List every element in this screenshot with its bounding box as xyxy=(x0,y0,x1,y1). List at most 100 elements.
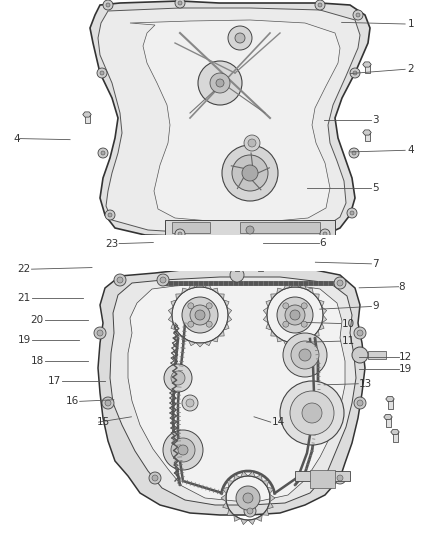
Circle shape xyxy=(164,364,192,392)
Bar xyxy=(0,235,438,271)
Polygon shape xyxy=(255,474,262,481)
Text: 21: 21 xyxy=(18,294,31,303)
Polygon shape xyxy=(128,283,345,501)
Circle shape xyxy=(108,213,112,217)
Circle shape xyxy=(163,430,203,470)
Circle shape xyxy=(206,303,212,309)
Circle shape xyxy=(352,151,356,155)
Polygon shape xyxy=(227,509,234,515)
Polygon shape xyxy=(234,515,240,521)
Circle shape xyxy=(175,229,185,239)
Circle shape xyxy=(350,68,360,78)
Circle shape xyxy=(247,508,253,514)
Text: 15: 15 xyxy=(96,417,110,427)
Circle shape xyxy=(315,0,325,10)
Polygon shape xyxy=(227,481,234,487)
Circle shape xyxy=(171,371,185,385)
Text: 7: 7 xyxy=(372,259,379,269)
Polygon shape xyxy=(270,494,275,502)
Polygon shape xyxy=(313,330,319,336)
Polygon shape xyxy=(182,288,188,294)
Polygon shape xyxy=(318,300,324,307)
Circle shape xyxy=(100,71,104,75)
Polygon shape xyxy=(83,112,91,117)
Polygon shape xyxy=(277,336,283,342)
Circle shape xyxy=(228,26,252,50)
Polygon shape xyxy=(212,288,218,294)
Polygon shape xyxy=(283,341,291,346)
Polygon shape xyxy=(223,300,229,307)
Polygon shape xyxy=(291,283,299,287)
Circle shape xyxy=(350,211,354,215)
Text: 20: 20 xyxy=(31,315,44,325)
Circle shape xyxy=(323,232,327,236)
Polygon shape xyxy=(283,284,291,289)
Text: 17: 17 xyxy=(48,376,61,386)
Polygon shape xyxy=(262,509,268,515)
Text: 16: 16 xyxy=(66,397,79,406)
Circle shape xyxy=(347,208,357,218)
Polygon shape xyxy=(240,222,320,233)
Polygon shape xyxy=(182,336,188,342)
Polygon shape xyxy=(235,265,239,271)
Circle shape xyxy=(157,274,169,286)
Polygon shape xyxy=(388,399,392,409)
Text: 3: 3 xyxy=(372,115,379,125)
Circle shape xyxy=(235,33,245,43)
Circle shape xyxy=(236,486,260,510)
Polygon shape xyxy=(240,519,248,524)
Polygon shape xyxy=(271,330,277,336)
Polygon shape xyxy=(258,262,262,271)
Polygon shape xyxy=(248,471,255,478)
Polygon shape xyxy=(172,222,210,233)
Circle shape xyxy=(283,333,327,377)
Polygon shape xyxy=(227,315,232,323)
Circle shape xyxy=(105,210,115,220)
Polygon shape xyxy=(322,315,327,323)
Polygon shape xyxy=(391,430,399,434)
Polygon shape xyxy=(266,300,272,307)
Circle shape xyxy=(334,277,346,289)
Text: 11: 11 xyxy=(342,336,355,346)
Circle shape xyxy=(352,347,368,363)
Polygon shape xyxy=(263,307,268,315)
Circle shape xyxy=(178,445,188,455)
Circle shape xyxy=(285,305,305,325)
Polygon shape xyxy=(307,288,313,294)
Polygon shape xyxy=(363,130,371,135)
Polygon shape xyxy=(384,414,392,419)
Polygon shape xyxy=(171,323,177,330)
Text: 19: 19 xyxy=(18,335,31,345)
Text: 9: 9 xyxy=(372,302,379,311)
Circle shape xyxy=(353,10,363,20)
Circle shape xyxy=(357,400,363,406)
Polygon shape xyxy=(291,343,299,347)
Text: 18: 18 xyxy=(31,357,44,366)
Circle shape xyxy=(301,303,307,309)
Polygon shape xyxy=(263,315,268,323)
Polygon shape xyxy=(363,62,371,67)
Circle shape xyxy=(149,472,161,484)
Polygon shape xyxy=(165,220,335,235)
Text: 4: 4 xyxy=(407,146,414,155)
Polygon shape xyxy=(364,64,370,74)
Polygon shape xyxy=(90,1,370,237)
Polygon shape xyxy=(110,277,356,505)
Polygon shape xyxy=(364,133,370,141)
Polygon shape xyxy=(234,474,240,481)
Polygon shape xyxy=(267,487,273,494)
Text: 10: 10 xyxy=(342,319,355,328)
Polygon shape xyxy=(98,8,360,232)
Polygon shape xyxy=(240,471,248,478)
Polygon shape xyxy=(223,487,229,494)
Circle shape xyxy=(244,505,256,517)
Circle shape xyxy=(334,472,346,484)
Circle shape xyxy=(291,341,319,369)
Polygon shape xyxy=(267,502,273,509)
Circle shape xyxy=(101,151,105,155)
Circle shape xyxy=(277,297,313,333)
Polygon shape xyxy=(176,294,182,300)
Polygon shape xyxy=(248,519,255,524)
Circle shape xyxy=(246,226,254,234)
Circle shape xyxy=(190,305,210,325)
